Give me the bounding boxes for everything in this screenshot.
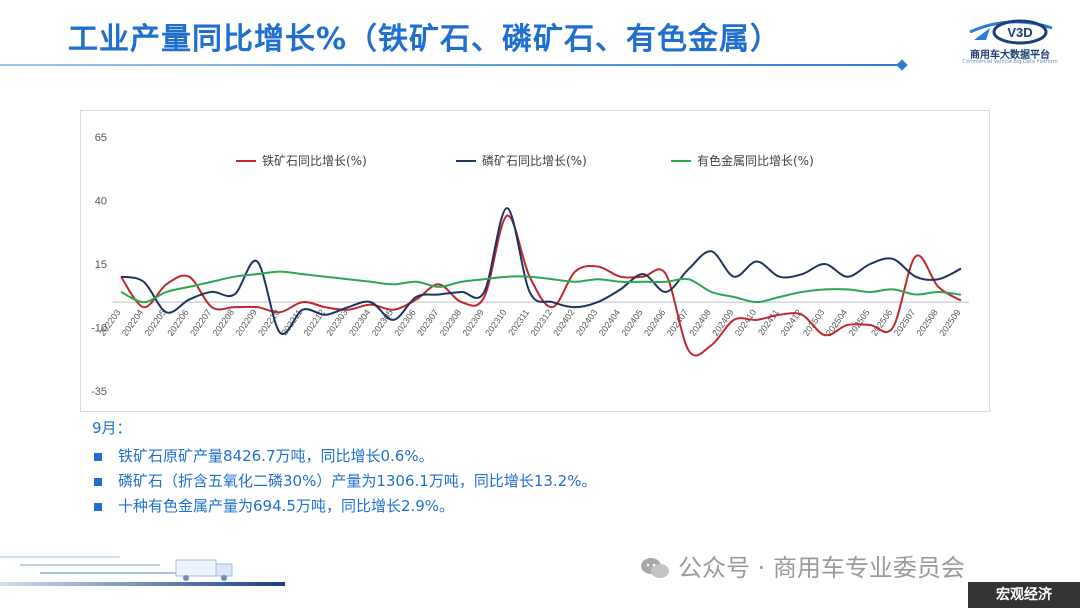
y-tick-label: -35 [91,386,107,398]
notes-panel: 9月： 铁矿石原矿产量8426.7万吨，同比增长0.6%。 磷矿石（折含五氧化二… [92,417,596,519]
note-text: 十种有色金属产量为694.5万吨，同比增长2.9%。 [118,497,455,515]
logo-tagline: Commercial Vehicle Big Data Platform [962,59,1058,65]
y-tick-label: 15 [95,259,107,271]
line-chart: 654015-10-352022032022042022052022062022… [91,132,969,398]
legend-label: 磷矿石同比增长(%) [482,153,587,168]
category-tag: 宏观经济 [968,582,1080,608]
x-tick-label: 202402 [551,308,576,338]
x-tick-label: 202312 [529,308,554,338]
x-tick-label: 202505 [846,308,871,338]
x-tick-label: 202311 [506,308,531,338]
x-tick-label: 202509 [937,308,962,338]
logo-mark: V3D [1007,25,1032,40]
x-tick-label: 202411 [756,308,781,338]
wechat-account-name: 公众号 · 商用车专业委员会 [678,554,965,582]
x-tick-label: 202403 [574,308,599,338]
x-tick-label: 202408 [687,308,712,338]
x-tick-label: 202207 [188,308,213,338]
x-tick-label: 202308 [438,308,463,338]
series-line-1 [120,207,962,336]
note-item: 铁矿石原矿产量8426.7万吨，同比增长0.6%。 [92,444,596,469]
legend-label: 铁矿石同比增长(%) [262,154,367,168]
x-tick-label: 202406 [642,308,667,338]
x-tick-label: 202307 [415,308,440,338]
logo-name: 商用车大数据平台 [970,50,1050,61]
note-text: 磷矿石（折含五氧化二磷30%）产量为1306.1万吨，同比增长13.2%。 [118,472,597,490]
notes-month: 9月： [92,419,132,437]
x-tick-label: 202310 [483,308,508,338]
x-tick-label: 202405 [619,308,644,338]
square-bullet-icon [94,478,102,486]
title-divider [0,64,905,66]
page-title: 工业产量同比增长%（铁矿石、磷矿石、有色金属） [68,22,782,57]
note-text: 铁矿石原矿产量8426.7万吨，同比增长0.6%。 [118,447,434,465]
trucks-decoration-icon [0,556,233,581]
x-tick-label: 202306 [392,308,417,338]
x-tick-label: 202508 [915,308,940,338]
x-tick-label: 202208 [211,308,236,338]
x-tick-label: 202404 [597,308,622,338]
x-tick-label: 202412 [778,308,803,338]
note-item: 磷矿石（折含五氧化二磷30%）产量为1306.1万吨，同比增长13.2%。 [92,469,596,494]
y-tick-label: -10 [91,323,107,335]
note-item: 十种有色金属产量为694.5万吨，同比增长2.9%。 [92,494,596,519]
y-tick-label: 65 [95,132,107,144]
x-tick-label: 202410 [733,308,758,338]
bottom-accent-bar [0,582,285,586]
x-tick-label: 202304 [347,308,372,338]
x-tick-label: 202506 [869,308,894,338]
wechat-watermark: 公众号 · 商用车专业委员会 [640,548,965,583]
x-tick-label: 202209 [233,308,258,338]
square-bullet-icon [94,503,102,511]
x-tick-label: 202204 [120,308,145,338]
title-divider-end-icon [896,59,908,71]
square-bullet-icon [94,453,102,461]
chart-panel: 65 40 15 -10 -35 202203 202204 202205 202206 2022… [80,110,990,412]
wechat-icon [641,558,669,578]
x-tick-label: 202309 [460,308,485,338]
legend-label: 有色金属同比增长(%) [697,153,814,168]
y-tick-label: 40 [95,196,107,208]
series-line-2 [120,270,962,304]
series-line-0 [120,214,962,357]
v3d-logo-icon: V3D [969,19,1053,45]
x-tick-label: 202504 [824,308,849,338]
